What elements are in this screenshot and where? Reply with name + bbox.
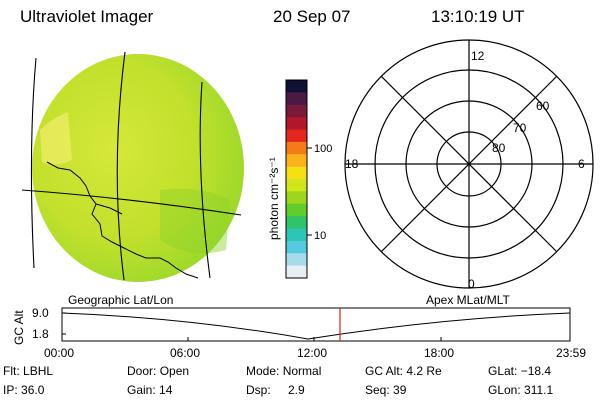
gain-value: 14 (159, 383, 173, 397)
mlt-label-6: 6 (578, 157, 585, 171)
meridian-line (30, 57, 37, 269)
glat-value: −18.4 (520, 364, 552, 378)
color-bar-segment (286, 129, 307, 143)
color-bar-segment (286, 141, 307, 155)
color-bar-segment (286, 216, 307, 230)
glat-label: GLat: (488, 364, 518, 378)
glat-readout: GLat: −18.4 (488, 364, 551, 378)
glon-value: 311.1 (524, 383, 554, 397)
ip-value: 36.0 (21, 383, 45, 397)
x-tick-label: 23:59 (556, 346, 586, 360)
mlt-label-0: 0 (468, 277, 475, 291)
orbit-right-title: Apex MLat/MLT (426, 293, 510, 307)
color-bar-segment (286, 265, 307, 279)
gc-alt-label: GC Alt: (365, 364, 404, 378)
color-bar-segment (286, 203, 307, 217)
dsp-label: Dsp: (246, 383, 271, 397)
gain-readout: Gain: 14 (127, 383, 172, 397)
color-bar-segment (286, 92, 307, 106)
dsp-value: 2.9 (288, 383, 305, 397)
color-bar-frame (285, 79, 308, 279)
date-label: 20 Sep 07 (273, 7, 351, 26)
color-bar-tick-label: 10 (314, 230, 326, 242)
orbit-altitude-curve (61, 312, 571, 340)
door-label: Door: (127, 364, 157, 378)
orbit-left-title: Geographic Lat/Lon (68, 293, 173, 307)
filter-label: Flt: (3, 364, 20, 378)
color-bar-unit-label: photon cm⁻²s⁻¹ (267, 157, 281, 240)
meridian-line (199, 81, 211, 279)
orbit-x-ticks: 00:00 06:00 12:00 18:00 23:59 (44, 346, 586, 360)
orbit-plot-frame (61, 307, 571, 342)
color-bar-segment (286, 80, 307, 93)
color-bar-segment (286, 228, 307, 242)
glon-readout: GLon: 311.1 (488, 383, 553, 397)
orbit-x-tickmarks (187, 337, 442, 341)
door-readout: Door: Open (127, 364, 189, 378)
orbit-y-label: GC Alt (12, 310, 26, 345)
earth-disk-image (32, 54, 244, 282)
color-bar-segment (286, 154, 307, 168)
x-tick-label: 18:00 (424, 346, 454, 360)
color-bar-segment (286, 253, 307, 267)
mlt-label-18: 18 (345, 157, 359, 171)
x-tick-label: 12:00 (297, 346, 327, 360)
seq-value: 39 (393, 383, 407, 397)
gc-alt-readout: GC Alt: 4.2 Re (365, 364, 442, 378)
orbit-y-tick: 9.0 (32, 306, 49, 320)
meridian-line (116, 51, 126, 281)
mlat-label-70: 70 (513, 121, 527, 135)
instrument-title: Ultraviolet Imager (20, 7, 154, 26)
color-bar-segment (286, 117, 307, 131)
ip-label: IP: (3, 383, 18, 397)
seq-label: Seq: (365, 383, 390, 397)
glon-label: GLon: (488, 383, 521, 397)
polar-plot (344, 39, 594, 289)
color-bar-segment (286, 240, 307, 254)
filter-value: LBHL (23, 364, 54, 378)
orbit-y-tick: 1.8 (32, 327, 49, 341)
polar-diagonal (380, 75, 558, 253)
color-bar-segment (286, 191, 307, 205)
gain-label: Gain: (127, 383, 156, 397)
dim-region (160, 188, 230, 254)
color-bar-segment (286, 179, 307, 192)
coastline (46, 161, 199, 279)
color-bar (286, 80, 307, 279)
dsp-readout: Dsp: 2.9 (246, 383, 305, 397)
x-tick-label: 06:00 (170, 346, 200, 360)
ip-readout: IP: 36.0 (3, 383, 44, 397)
bright-region (40, 112, 72, 165)
parallel-line (21, 189, 242, 216)
x-tick-label: 00:00 (44, 346, 74, 360)
filter-readout: Flt: LBHL (3, 364, 53, 378)
door-value: Open (159, 364, 190, 378)
seq-readout: Seq: 39 (365, 383, 406, 397)
mlat-label-60: 60 (536, 99, 550, 113)
color-bar-segment (286, 166, 307, 180)
mode-readout: Mode: Normal (246, 364, 321, 378)
color-bar-segment (286, 104, 307, 118)
polar-labels: 12 18 6 0 60 70 80 (345, 49, 585, 291)
gc-alt-value: 4.2 Re (406, 364, 442, 378)
mode-label: Mode: (246, 364, 280, 378)
color-bar-tick-label: 100 (314, 143, 332, 155)
time-label: 13:10:19 UT (431, 7, 525, 26)
mlat-label-80: 80 (492, 141, 506, 155)
lat-lon-grid (21, 51, 242, 281)
mlt-label-12: 12 (471, 49, 485, 63)
mode-value: Normal (282, 364, 322, 378)
